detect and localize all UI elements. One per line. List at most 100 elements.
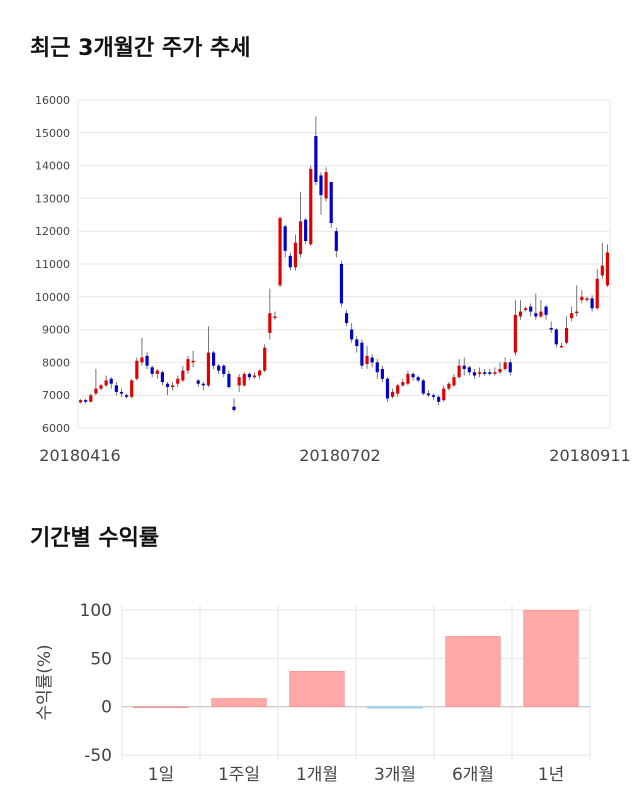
candle-body bbox=[575, 311, 579, 314]
candle-body bbox=[196, 380, 200, 384]
candle-body bbox=[155, 370, 159, 374]
candle-body bbox=[472, 372, 477, 376]
candle-body bbox=[125, 395, 129, 397]
candle-body bbox=[119, 391, 124, 394]
candle-body bbox=[268, 313, 272, 333]
candle-body bbox=[104, 380, 108, 386]
candle-body bbox=[324, 172, 328, 199]
candle-body bbox=[329, 182, 333, 223]
candle-body bbox=[416, 377, 420, 381]
candle-body bbox=[150, 367, 154, 374]
candle-body bbox=[447, 383, 451, 389]
price-tick-label: 14000 bbox=[35, 160, 70, 173]
candle-body bbox=[84, 400, 88, 402]
candle-body bbox=[130, 380, 134, 397]
period-label: 6개월 bbox=[452, 765, 494, 785]
return-tick-label: 50 bbox=[90, 649, 112, 669]
price-tick-label: 7000 bbox=[42, 389, 70, 402]
candle-body bbox=[544, 306, 548, 315]
candle-body bbox=[529, 306, 533, 312]
return-tick-label: -50 bbox=[84, 746, 112, 766]
price-tick-label: 11000 bbox=[35, 258, 70, 271]
return-bar bbox=[523, 610, 579, 708]
candle-body bbox=[293, 242, 297, 268]
candle-body bbox=[534, 313, 538, 317]
candle-body bbox=[334, 231, 338, 251]
price-tick-label: 16000 bbox=[35, 94, 70, 107]
candle-body bbox=[524, 308, 528, 310]
period-label: 1개월 bbox=[296, 765, 338, 785]
candle-body bbox=[421, 380, 425, 394]
return-bar bbox=[133, 706, 189, 709]
price-trend-title: 최근 3개월간 주가 추세 bbox=[30, 36, 251, 61]
candle-body bbox=[201, 383, 205, 386]
period-label: 1년 bbox=[538, 765, 564, 785]
candle-body bbox=[518, 311, 523, 317]
candle-body bbox=[181, 370, 185, 381]
price-tick-label: 6000 bbox=[42, 422, 70, 435]
candle-body bbox=[273, 316, 277, 318]
candle-body bbox=[89, 395, 93, 402]
candle-body bbox=[493, 372, 497, 374]
candle-body bbox=[590, 298, 594, 309]
candle-body bbox=[145, 355, 149, 366]
candle-body bbox=[206, 352, 211, 386]
candle-body bbox=[309, 168, 313, 245]
return-bar bbox=[289, 671, 345, 708]
candle-body bbox=[344, 313, 349, 324]
candle-body bbox=[339, 264, 344, 304]
return-bar bbox=[367, 706, 423, 709]
candle-body bbox=[350, 329, 354, 340]
candle-body bbox=[78, 400, 83, 403]
candle-body bbox=[426, 393, 430, 396]
candle-body bbox=[298, 221, 303, 255]
return-bar bbox=[445, 636, 501, 708]
candle-body bbox=[319, 175, 323, 196]
candlestick-chart: 6000 7000 8000 9000 10000 11000 12000 13000 1400… bbox=[35, 94, 631, 465]
candle-body bbox=[570, 313, 574, 319]
candle-body bbox=[232, 406, 236, 410]
date-tick-label: 20180911 bbox=[549, 446, 630, 465]
candle-body bbox=[396, 385, 400, 394]
period-label: 1주일 bbox=[218, 765, 260, 785]
candle-body bbox=[140, 357, 144, 363]
candle-body bbox=[263, 347, 267, 371]
candle-body bbox=[467, 367, 471, 373]
candle-body bbox=[217, 365, 221, 371]
candle-body bbox=[288, 255, 292, 268]
candle-body bbox=[314, 136, 318, 182]
price-tick-label: 10000 bbox=[35, 291, 70, 304]
candle-body bbox=[227, 373, 231, 387]
return-tick-label: 100 bbox=[80, 601, 112, 621]
candle-body bbox=[391, 391, 395, 397]
candle-body bbox=[370, 357, 374, 363]
candle-body bbox=[109, 378, 113, 384]
candle-body bbox=[580, 296, 584, 301]
candle-body bbox=[513, 314, 517, 353]
candle-body bbox=[165, 383, 170, 387]
candle-body bbox=[549, 327, 553, 330]
candle-body bbox=[171, 385, 175, 387]
candle-body bbox=[278, 218, 282, 286]
candle-body bbox=[94, 388, 98, 394]
candle-body bbox=[365, 355, 369, 365]
candle-body bbox=[564, 327, 569, 343]
candle-body bbox=[114, 385, 118, 392]
price-tick-label: 9000 bbox=[42, 324, 70, 337]
candle-body bbox=[503, 362, 507, 369]
candle-body bbox=[283, 226, 287, 251]
candle-body bbox=[211, 352, 216, 366]
candle-body bbox=[135, 360, 139, 379]
candle-body bbox=[360, 342, 364, 366]
return-tick-label: 0 bbox=[101, 698, 112, 718]
price-tick-label: 8000 bbox=[42, 356, 70, 369]
candle-body bbox=[380, 368, 384, 379]
candle-body bbox=[498, 368, 502, 373]
candle-body bbox=[242, 373, 246, 386]
candle-body bbox=[554, 329, 558, 345]
candle-body bbox=[355, 339, 359, 346]
candle-body bbox=[605, 252, 610, 286]
candle-body bbox=[488, 372, 492, 374]
candle-body bbox=[477, 372, 482, 374]
